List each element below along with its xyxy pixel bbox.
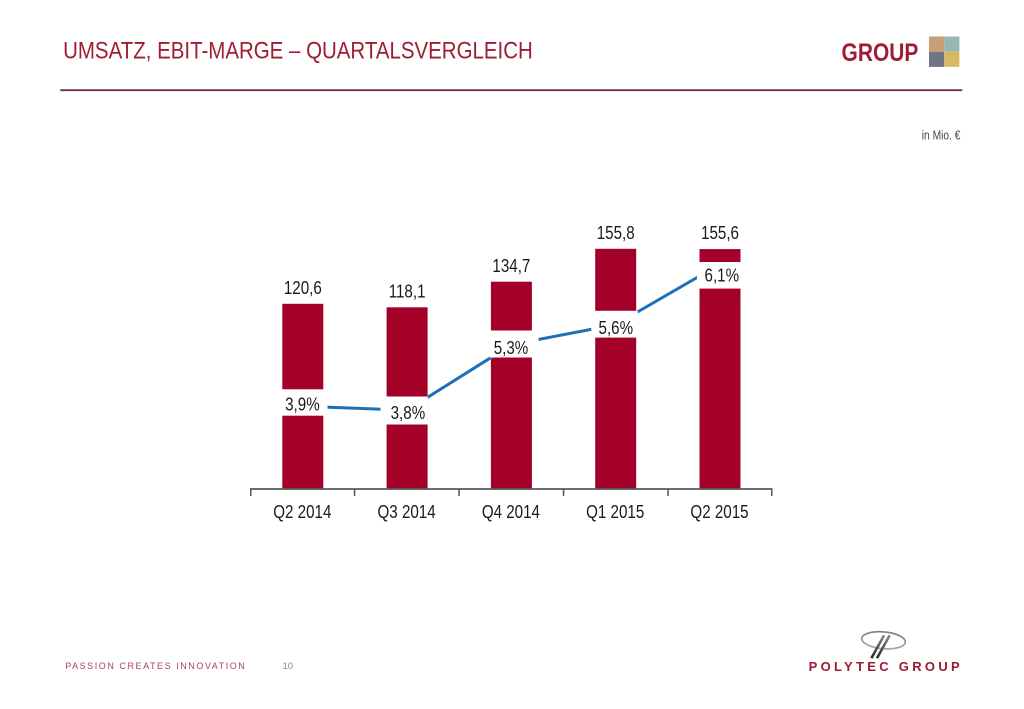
svg-text:Q1 2015: Q1 2015 — [586, 502, 644, 523]
svg-text:3,8%: 3,8% — [391, 403, 426, 424]
svg-text:Q4 2014: Q4 2014 — [482, 502, 540, 523]
svg-text:POLYTEC GROUP: POLYTEC GROUP — [809, 659, 963, 674]
svg-text:155,6: 155,6 — [701, 223, 739, 244]
svg-text:3,9%: 3,9% — [285, 394, 320, 415]
svg-text:5,3%: 5,3% — [494, 338, 529, 359]
svg-text:GROUP: GROUP — [842, 38, 919, 66]
svg-text:118,1: 118,1 — [389, 281, 426, 302]
svg-text:155,8: 155,8 — [597, 222, 635, 243]
svg-text:PASSION CREATES INNOVATION: PASSION CREATES INNOVATION — [65, 661, 246, 671]
svg-text:UMSATZ, EBIT-MARGE – QUARTALSV: UMSATZ, EBIT-MARGE – QUARTALSVERGLEICH — [63, 37, 533, 64]
svg-text:in Mio. €: in Mio. € — [922, 130, 961, 143]
svg-text:10: 10 — [283, 661, 294, 672]
svg-text:6,1%: 6,1% — [705, 265, 740, 286]
svg-text:120,6: 120,6 — [284, 277, 322, 298]
svg-text:Q2 2015: Q2 2015 — [690, 502, 748, 523]
svg-text:5,6%: 5,6% — [599, 318, 634, 339]
svg-text:Q3 2014: Q3 2014 — [378, 502, 436, 523]
svg-text:Q2 2014: Q2 2014 — [273, 502, 331, 523]
svg-text:134,7: 134,7 — [492, 255, 530, 276]
